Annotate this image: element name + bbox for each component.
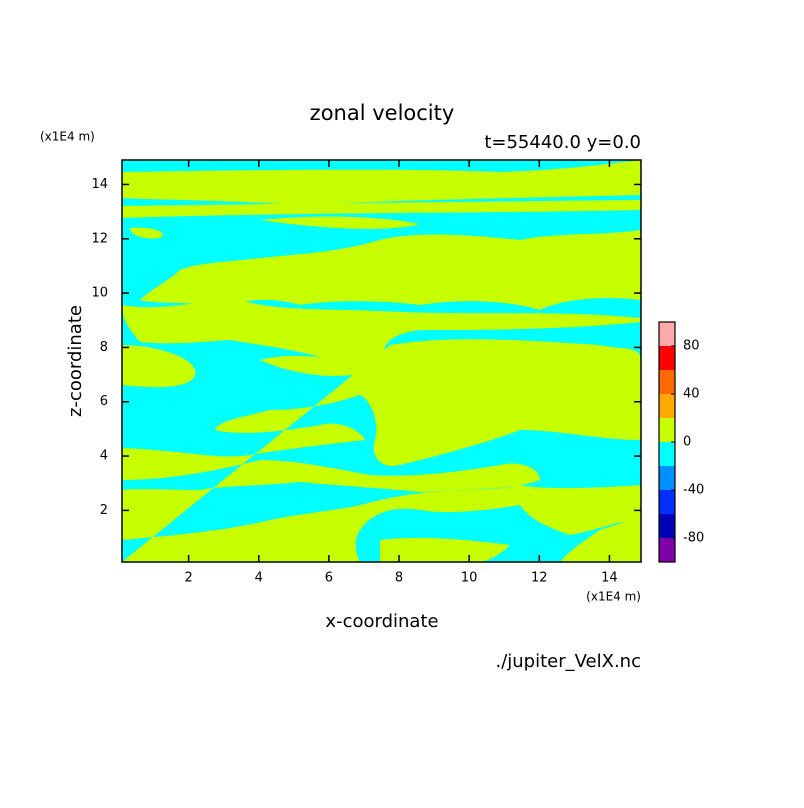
plot-frame xyxy=(121,159,642,563)
y-tick-label: 14 xyxy=(91,177,108,192)
colorbar-bin xyxy=(659,322,675,346)
colorbar-bin xyxy=(659,370,675,394)
y-tick-label: 8 xyxy=(100,340,108,355)
y-tick-label: 4 xyxy=(100,449,108,464)
colorbar-tick-label: 80 xyxy=(683,339,700,354)
colorbar-bin xyxy=(659,442,675,466)
chart-subtitle: t=55440.0 y=0.0 xyxy=(484,132,641,153)
x-unit: (x1E4 m) xyxy=(586,590,641,604)
contour-field xyxy=(122,160,641,562)
source-label: ./jupiter_VelX.nc xyxy=(495,651,641,672)
field-region xyxy=(140,230,641,310)
x-axis-label: x-coordinate xyxy=(325,611,438,632)
y-tick-label: 10 xyxy=(91,286,108,301)
colorbar-tick-label: 0 xyxy=(683,435,691,450)
chart-title: zonal velocity xyxy=(310,101,455,125)
field-region xyxy=(130,227,163,239)
field-region xyxy=(122,200,641,218)
colorbar-bin xyxy=(659,538,675,562)
colorbar-bin xyxy=(659,466,675,490)
colorbar-tick-label: -80 xyxy=(683,531,704,546)
field-region xyxy=(122,160,641,562)
field-region xyxy=(260,355,370,376)
colorbar-tick-label: -40 xyxy=(683,483,704,498)
field-region xyxy=(122,300,641,372)
x-tick-label: 10 xyxy=(461,571,478,586)
field-region xyxy=(122,345,196,388)
y-tick-label: 2 xyxy=(100,503,108,518)
y-axis-label: z-coordinate xyxy=(65,305,86,417)
field-region xyxy=(560,518,641,562)
y-tick-label: 6 xyxy=(100,394,108,409)
field-region xyxy=(380,537,510,562)
x-tick-label: 14 xyxy=(601,571,618,586)
x-tick-label: 2 xyxy=(184,571,192,586)
colorbar-tick-label: 40 xyxy=(683,387,700,402)
x-tick-label: 4 xyxy=(255,571,263,586)
y-tick-label: 12 xyxy=(91,231,108,246)
y-unit: (x1E4 m) xyxy=(40,130,95,144)
x-tick-label: 6 xyxy=(325,571,333,586)
field-region xyxy=(122,339,641,562)
x-tick-label: 12 xyxy=(531,571,548,586)
x-tick-label: 8 xyxy=(395,571,403,586)
colorbar-bin xyxy=(659,346,675,370)
colorbar-bin xyxy=(659,514,675,538)
field-region xyxy=(122,160,641,205)
colorbar-bin xyxy=(659,394,675,418)
field-region xyxy=(260,216,420,229)
colorbar-bin xyxy=(659,490,675,514)
colorbar-bin xyxy=(659,418,675,442)
